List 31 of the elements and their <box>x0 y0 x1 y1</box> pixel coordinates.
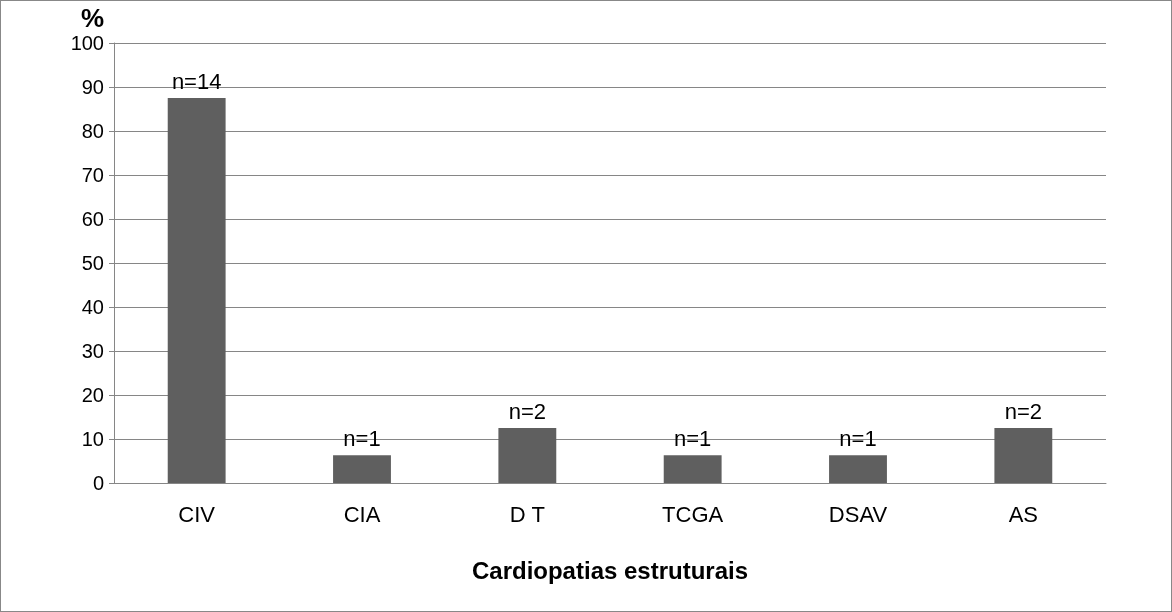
x-tick-label: TCGA <box>662 501 724 527</box>
x-axis-title: Cardiopatias estruturais <box>471 556 749 584</box>
annotation: n=2 <box>508 398 546 424</box>
x-tick-label: DSAV <box>828 501 888 527</box>
y-tick-label: 10 <box>81 428 104 450</box>
bar <box>167 98 226 483</box>
annotation: n=1 <box>839 425 877 451</box>
bar <box>498 428 557 483</box>
y-tick-label: 70 <box>81 164 104 186</box>
y-axis-title: % <box>81 3 105 33</box>
bar <box>663 455 722 483</box>
annotation: n=1 <box>674 425 712 451</box>
x-tick-label: CIA <box>343 501 381 527</box>
x-tick-label: AS <box>1008 501 1039 527</box>
y-tick-label: 20 <box>81 384 104 406</box>
annotation: n=14 <box>171 68 222 94</box>
y-tick-label: 0 <box>92 472 104 494</box>
y-tick-label: 80 <box>81 120 104 142</box>
annotation: n=2 <box>1004 398 1042 424</box>
x-tick-label: CIV <box>178 501 216 527</box>
annotation: n=1 <box>343 425 381 451</box>
y-tick-label: 50 <box>81 252 104 274</box>
x-tick-label: D T <box>509 501 545 527</box>
y-tick-label: 40 <box>81 296 104 318</box>
bar <box>829 455 887 483</box>
bar <box>994 428 1053 483</box>
y-tick-label: 30 <box>81 340 104 362</box>
y-tick-label: 60 <box>81 208 104 230</box>
y-tick-label: 90 <box>81 76 104 98</box>
y-tick-label: 100 <box>70 32 104 54</box>
bar <box>333 455 391 483</box>
